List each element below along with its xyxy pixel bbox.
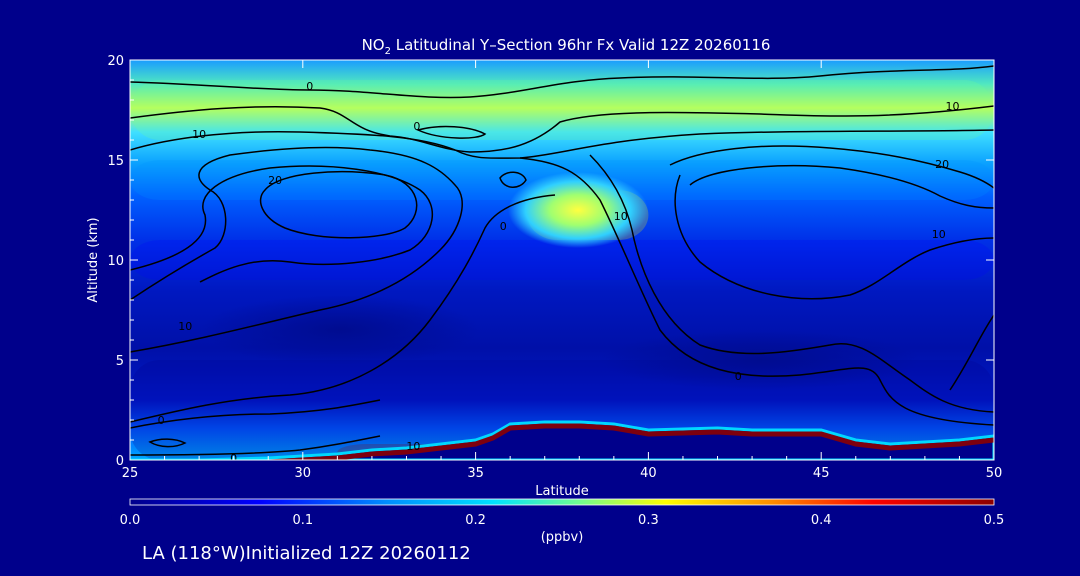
colorbar-tick-label: 0.0 [120,513,141,528]
x-axis-ticks: 25 30 35 40 45 50 [122,60,1003,481]
x-tick-label: 25 [122,466,139,481]
contour-label: 20 [935,158,949,171]
contour-label: 0 [500,220,507,233]
contour-label: 0 [158,414,165,427]
low-concentration-region [600,330,920,390]
contour-line [130,435,381,456]
contour-line [589,154,994,413]
contour-label: 0 [306,80,313,93]
colorbar-tick-label: 0.5 [984,513,1005,528]
colorbar-tick-label: 0.3 [638,513,659,528]
contour-line [130,399,381,429]
x-tick-label: 45 [813,466,830,481]
footer-caption: LA (118°W)Initialized 12Z 20260112 [142,543,471,564]
low-concentration-region [200,295,480,365]
y-tick-label: 15 [107,154,124,169]
chart-title: NO2 Latitudinal Y–Section 96hr Fx Valid … [362,36,771,57]
contour-line [674,174,994,300]
x-tick-label: 40 [640,466,657,481]
contour-label: 10 [178,320,192,333]
concentration-zone [130,80,994,140]
contour-line [519,157,994,426]
contour-line [415,125,487,139]
contour-label: 10 [406,440,420,453]
concentration-zone [130,240,994,280]
colorbar [129,498,995,506]
y-tick-label: 5 [116,354,124,369]
contour-line [148,438,187,448]
colorbar-tick-label: 0.4 [811,513,832,528]
contour-label: 10 [932,228,946,241]
y-tick-label: 0 [116,454,124,469]
contour-line [689,165,994,209]
contour-label: 10 [192,128,206,141]
contour-line [130,105,994,153]
contour-label: 10 [946,100,960,113]
x-axis-label: Latitude [535,484,589,499]
plot-area: 01020001010201010010000 [130,50,994,460]
contour-line [949,314,994,391]
contour-label: 0 [413,120,420,133]
contour-line [130,65,994,99]
colorbar-tick-label: 0.2 [465,513,486,528]
concentration-zones [130,80,994,460]
colorbar-ticks: 0.0 0.1 0.2 0.3 0.4 0.5 [120,513,1005,528]
x-tick-label: 50 [986,466,1003,481]
contour-line [499,171,527,188]
contour-label: 10 [614,210,628,223]
contour-line [130,165,434,283]
contour-lines [130,65,994,456]
contour-line [130,146,463,353]
contour-line [669,145,994,189]
y-axis-label: Altitude (km) [86,217,101,302]
y-tick-label: 20 [107,54,124,69]
contour-line [130,129,994,159]
y-tick-label: 10 [107,254,124,269]
contour-label: 20 [268,174,282,187]
contour-label: 0 [735,370,742,383]
x-tick-label: 30 [295,466,312,481]
contour-line [259,171,418,239]
contour-line [130,194,556,423]
colorbar-tick-label: 0.1 [292,513,313,528]
x-tick-label: 35 [467,466,484,481]
surface-high-concentration [250,423,994,460]
contour-label: 0 [762,50,769,63]
y-axis-ticks: 0 5 10 15 20 [107,54,994,469]
colorbar-unit-label: (ppbv) [541,530,584,545]
